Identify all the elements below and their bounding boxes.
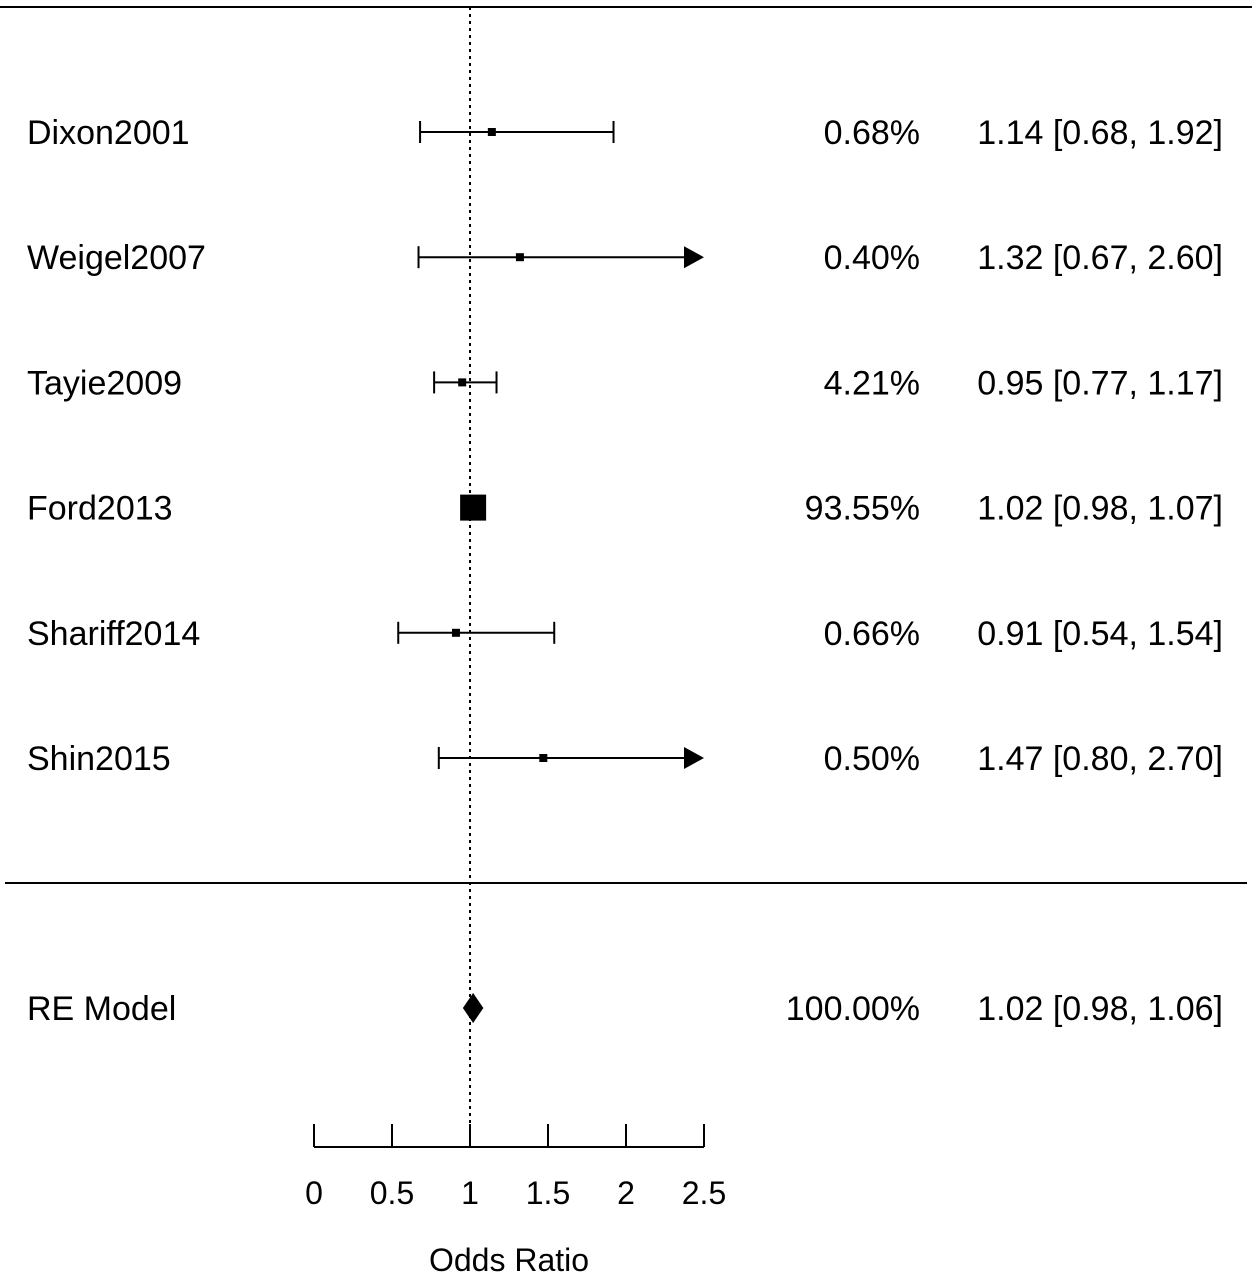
study-row: Ford2013 93.55% 1.02 [0.98, 1.07] — [27, 490, 1223, 528]
study-row: Shariff2014 0.66% 0.91 [0.54, 1.54] — [27, 615, 1223, 653]
study-weight: 0.50% — [824, 740, 920, 778]
study-row: Weigel2007 0.40% 1.32 [0.67, 2.60] — [27, 239, 1223, 277]
summary-row: RE Model 100.00% 1.02 [0.98, 1.06] — [27, 990, 1223, 1028]
study-row: Shin2015 0.50% 1.47 [0.80, 2.70] — [27, 740, 1223, 778]
x-tick-label: 2 — [617, 1175, 635, 1211]
study-label: Dixon2001 — [27, 114, 190, 152]
study-weight: 93.55% — [805, 490, 920, 528]
x-tick-label: 1 — [461, 1175, 479, 1211]
point-estimate-box — [539, 754, 548, 762]
study-label: Shariff2014 — [27, 615, 200, 653]
study-weight: 4.21% — [824, 364, 920, 402]
point-estimate-box — [451, 628, 460, 637]
point-estimate-box — [460, 494, 487, 521]
study-label: Tayie2009 — [27, 364, 182, 402]
study-weight: 0.66% — [824, 615, 920, 653]
study-ci-text: 1.02 [0.98, 1.07] — [977, 490, 1223, 528]
study-label: Shin2015 — [27, 740, 171, 778]
summary-diamond — [462, 993, 484, 1023]
point-estimate-box — [458, 378, 467, 387]
x-tick-label: 1.5 — [526, 1175, 570, 1211]
study-ci-text: 1.14 [0.68, 1.92] — [977, 114, 1223, 152]
study-row: Dixon2001 0.68% 1.14 [0.68, 1.92] — [27, 114, 1223, 152]
ci-arrow-right — [684, 747, 704, 769]
study-ci-text: 0.95 [0.77, 1.17] — [977, 364, 1223, 402]
study-weight: 0.40% — [824, 239, 920, 277]
study-weight: 0.68% — [824, 114, 920, 152]
x-axis-ticks: 0 0.5 1 1.5 2 2.5 — [305, 1124, 726, 1211]
x-tick-label: 2.5 — [682, 1175, 726, 1211]
study-label: Weigel2007 — [27, 239, 206, 277]
study-ci-text: 1.47 [0.80, 2.70] — [977, 740, 1223, 778]
x-tick-label: 0.5 — [370, 1175, 414, 1211]
point-estimate-box — [515, 253, 524, 262]
summary-weight: 100.00% — [786, 990, 920, 1028]
x-axis: 0 0.5 1 1.5 2 2.5 Odds Ratio — [305, 1124, 726, 1278]
point-estimate-box — [487, 128, 496, 136]
summary-label: RE Model — [27, 990, 176, 1028]
study-ci-text: 0.91 [0.54, 1.54] — [977, 615, 1223, 653]
study-rows: Dixon2001 0.68% 1.14 [0.68, 1.92] Weigel200… — [27, 114, 1223, 778]
summary-ci-text: 1.02 [0.98, 1.06] — [977, 990, 1223, 1028]
x-tick-label: 0 — [305, 1175, 323, 1211]
ci-arrow-right — [684, 246, 704, 269]
study-row: Tayie2009 4.21% 0.95 [0.77, 1.17] — [27, 364, 1223, 402]
x-axis-title: Odds Ratio — [429, 1242, 589, 1278]
study-ci-text: 1.32 [0.67, 2.60] — [977, 239, 1223, 277]
study-label: Ford2013 — [27, 490, 173, 528]
